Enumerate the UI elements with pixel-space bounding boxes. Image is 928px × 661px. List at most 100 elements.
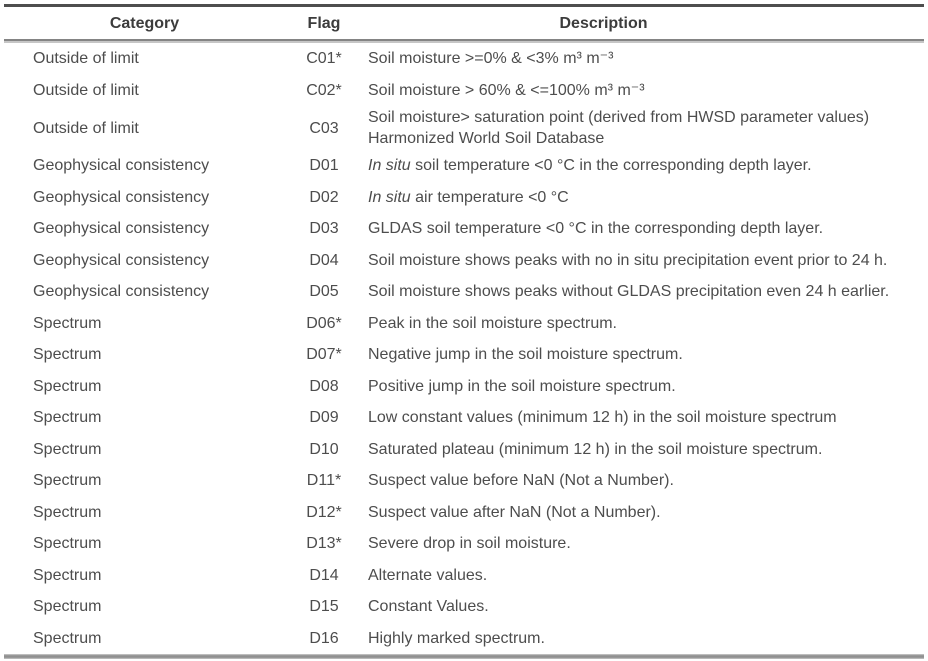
description-text: Low constant values (minimum 12 h) in th… xyxy=(368,409,837,427)
description-italic-prefix: In situ xyxy=(368,188,411,206)
description-cell: Negative jump in the soil moisture spect… xyxy=(363,344,924,365)
category-cell: Spectrum xyxy=(33,503,102,521)
category-cell: Spectrum xyxy=(33,629,102,647)
description-text: Constant Values. xyxy=(368,598,489,616)
table-row: Geophysical consistency D04 Soil moistur… xyxy=(4,245,924,277)
description-cell: Soil moisture shows peaks with no in sit… xyxy=(363,250,924,271)
table-row: Spectrum D11* Suspect value before NaN (… xyxy=(4,465,924,497)
description-text: Peak in the soil moisture spectrum. xyxy=(368,314,617,332)
table-row: Outside of limit C03 Soil moisture> satu… xyxy=(4,106,924,150)
table-row: Spectrum D12* Suspect value after NaN (N… xyxy=(4,497,924,529)
flag-cell: D13* xyxy=(306,535,342,553)
flag-cell: D03 xyxy=(309,220,339,238)
description-cell: Alternate values. xyxy=(363,565,924,586)
category-cell: Geophysical consistency xyxy=(33,157,210,175)
description-italic-prefix: In situ xyxy=(368,157,411,175)
table-row: Spectrum D08 Positive jump in the soil m… xyxy=(4,371,924,403)
description-text: Soil moisture shows peaks with no in sit… xyxy=(368,251,888,269)
flag-cell: D11* xyxy=(306,472,342,490)
category-cell: Spectrum xyxy=(33,346,102,364)
category-cell: Spectrum xyxy=(33,440,102,458)
category-cell: Outside of limit xyxy=(33,81,139,99)
flag-cell: D04 xyxy=(309,251,339,269)
category-cell: Outside of limit xyxy=(33,119,139,137)
table-row: Outside of limit C02* Soil moisture > 60… xyxy=(4,75,924,107)
description-cell: In situ soil temperature <0 °C in the co… xyxy=(363,155,924,176)
table-row: Geophysical consistency D05 Soil moistur… xyxy=(4,276,924,308)
category-cell: Spectrum xyxy=(33,535,102,553)
description-cell: Saturated plateau (minimum 12 h) in the … xyxy=(363,439,924,460)
description-text: Positive jump in the soil moisture spect… xyxy=(368,377,676,395)
category-cell: Spectrum xyxy=(33,409,102,427)
description-cell: GLDAS soil temperature <0 °C in the corr… xyxy=(363,218,924,239)
flag-cell: D01 xyxy=(309,157,339,175)
flag-cell: C02* xyxy=(306,81,342,99)
category-cell: Spectrum xyxy=(33,314,102,332)
category-cell: Spectrum xyxy=(33,472,102,490)
flag-cell: C03 xyxy=(309,119,339,137)
description-text: air temperature <0 °C xyxy=(410,188,569,206)
flag-cell: D14 xyxy=(309,566,339,584)
flag-cell: D10 xyxy=(309,440,339,458)
description-text: Suspect value after NaN (Not a Number). xyxy=(368,503,661,521)
category-cell: Spectrum xyxy=(33,566,102,584)
category-cell: Geophysical consistency xyxy=(33,251,210,269)
description-text: GLDAS soil temperature <0 °C in the corr… xyxy=(368,220,824,238)
description-text: Soil moisture> saturation point (derived… xyxy=(368,109,870,147)
table-top-rule xyxy=(4,4,924,7)
table-bottom-rule xyxy=(4,654,924,659)
description-text: Saturated plateau (minimum 12 h) in the … xyxy=(368,440,823,458)
category-cell: Geophysical consistency xyxy=(33,220,210,238)
table-row: Spectrum D06* Peak in the soil moisture … xyxy=(4,308,924,340)
description-cell: Soil moisture > 60% & <=100% m³ m⁻³ xyxy=(363,80,924,101)
table-row: Spectrum D13* Severe drop in soil moistu… xyxy=(4,528,924,560)
flag-cell: D09 xyxy=(309,409,339,427)
description-cell: Constant Values. xyxy=(363,596,924,617)
description-text: Soil moisture > 60% & <=100% m³ m⁻³ xyxy=(368,81,645,99)
flag-cell: D08 xyxy=(309,377,339,395)
flag-cell: D12* xyxy=(306,503,342,521)
table-row: Outside of limit C01* Soil moisture >=0%… xyxy=(4,43,924,75)
description-cell: Soil moisture >=0% & <3% m³ m⁻³ xyxy=(363,48,924,69)
quality-flag-table: Category Flag Description Outside of lim… xyxy=(4,4,924,659)
table-row: Spectrum D09 Low constant values (minimu… xyxy=(4,402,924,434)
table-row: Spectrum D16 Highly marked spectrum. xyxy=(4,623,924,655)
flag-cell: D16 xyxy=(309,629,339,647)
description-cell: Soil moisture> saturation point (derived… xyxy=(363,107,924,149)
description-cell: Suspect value after NaN (Not a Number). xyxy=(363,502,924,523)
description-text: Alternate values. xyxy=(368,566,488,584)
description-cell: Low constant values (minimum 12 h) in th… xyxy=(363,407,924,428)
flag-cell: D07* xyxy=(306,346,342,364)
category-cell: Spectrum xyxy=(33,377,102,395)
table-body: Outside of limit C01* Soil moisture >=0%… xyxy=(4,43,924,654)
description-cell: Positive jump in the soil moisture spect… xyxy=(363,376,924,397)
table-row: Geophysical consistency D01 In situ soil… xyxy=(4,150,924,182)
description-text: Negative jump in the soil moisture spect… xyxy=(368,346,683,364)
description-cell: Soil moisture shows peaks without GLDAS … xyxy=(363,281,924,302)
column-header-description: Description xyxy=(559,14,648,32)
description-cell: Peak in the soil moisture spectrum. xyxy=(363,313,924,334)
description-text: soil temperature <0 °C in the correspond… xyxy=(410,157,812,175)
header-separator-rule xyxy=(4,39,924,43)
table-row: Spectrum D14 Alternate values. xyxy=(4,560,924,592)
description-cell: Highly marked spectrum. xyxy=(363,628,924,649)
table-row: Spectrum D10 Saturated plateau (minimum … xyxy=(4,434,924,466)
table-header-row: Category Flag Description xyxy=(4,7,924,39)
description-text: Suspect value before NaN (Not a Number). xyxy=(368,472,674,490)
description-cell: In situ air temperature <0 °C xyxy=(363,187,924,208)
flag-cell: C01* xyxy=(306,50,342,68)
category-cell: Spectrum xyxy=(33,598,102,616)
table-row: Geophysical consistency D03 GLDAS soil t… xyxy=(4,213,924,245)
description-text: Soil moisture >=0% & <3% m³ m⁻³ xyxy=(368,50,614,68)
flag-cell: D05 xyxy=(309,283,339,301)
table-row: Spectrum D07* Negative jump in the soil … xyxy=(4,339,924,371)
table-row: Geophysical consistency D02 In situ air … xyxy=(4,182,924,214)
description-text: Soil moisture shows peaks without GLDAS … xyxy=(368,283,890,301)
category-cell: Outside of limit xyxy=(33,50,139,68)
flag-cell: D15 xyxy=(309,598,339,616)
column-header-category: Category xyxy=(109,14,180,32)
description-text: Highly marked spectrum. xyxy=(368,629,545,647)
category-cell: Geophysical consistency xyxy=(33,188,210,206)
description-cell: Suspect value before NaN (Not a Number). xyxy=(363,470,924,491)
description-text: Severe drop in soil moisture. xyxy=(368,535,571,553)
